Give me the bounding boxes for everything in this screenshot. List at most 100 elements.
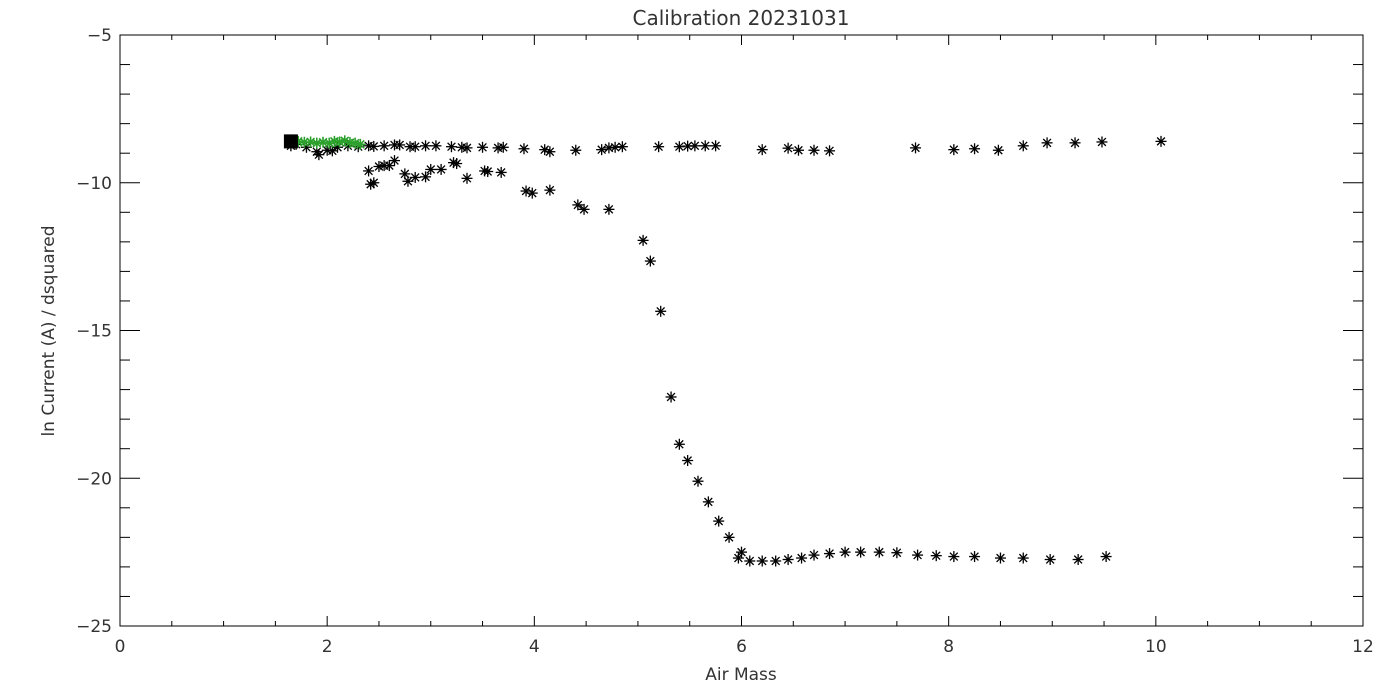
data-point (1041, 137, 1053, 149)
data-point (713, 515, 725, 527)
data-point (930, 550, 942, 562)
data-point (1096, 136, 1108, 148)
data-point (969, 143, 981, 155)
data-point (948, 551, 960, 563)
data-point (824, 548, 836, 560)
data-point (723, 531, 735, 543)
data-point (992, 144, 1004, 156)
data-point (891, 547, 903, 559)
data-point (394, 139, 406, 151)
data-point (655, 305, 667, 317)
data-point (644, 255, 656, 267)
data-point (445, 141, 457, 153)
data-point (578, 203, 590, 215)
data-point (409, 141, 421, 153)
data-point (910, 142, 922, 154)
data-point (994, 552, 1006, 564)
data-point (596, 144, 608, 156)
data-point (451, 158, 463, 170)
data-point (1044, 554, 1056, 566)
x-tick-label: 2 (322, 637, 333, 657)
data-point (1017, 140, 1029, 152)
data-point (409, 171, 421, 183)
data-point (420, 140, 432, 152)
data-point (689, 140, 701, 152)
data-point (653, 141, 665, 153)
data-point (420, 171, 432, 183)
data-point (313, 149, 325, 161)
data-point (363, 165, 375, 177)
data-point (430, 140, 442, 152)
data-point (756, 144, 768, 156)
data-point (692, 475, 704, 487)
green-data-point (334, 136, 346, 148)
data-point (1017, 552, 1029, 564)
data-point (770, 555, 782, 567)
x-tick-label: 6 (736, 637, 747, 657)
x-tick-label: 10 (1145, 637, 1167, 657)
data-point (682, 455, 694, 467)
green-data-point (354, 138, 366, 150)
data-point (1069, 137, 1081, 149)
x-tick-label: 0 (115, 637, 126, 657)
data-point (378, 140, 390, 152)
data-point (792, 144, 804, 156)
x-tick-label: 8 (943, 637, 954, 657)
data-point (873, 546, 885, 558)
data-point (948, 144, 960, 156)
data-point (461, 172, 473, 184)
data-point (572, 199, 584, 211)
data-point (732, 552, 744, 564)
data-point (839, 546, 851, 558)
data-point (435, 163, 447, 175)
y-tick-label: −5 (87, 26, 112, 46)
x-axis-label: Air Mass (705, 665, 777, 685)
data-point (808, 144, 820, 156)
data-point (603, 203, 615, 215)
data-point (969, 551, 981, 563)
data-point (756, 555, 768, 567)
data-point (518, 143, 530, 155)
chart-title: Calibration 20231031 (633, 6, 850, 30)
data-points (283, 134, 1167, 567)
data-point (808, 549, 820, 561)
data-point (368, 177, 380, 189)
axis-tick-labels: 0 2 4 6 8 10 12 −25 −20 −15 −10 −5 (76, 26, 1374, 657)
data-point (855, 546, 867, 558)
green-data-point (305, 136, 317, 148)
x-tick-label: 12 (1352, 637, 1374, 657)
data-point (544, 184, 556, 196)
y-tick-label: −25 (76, 617, 112, 637)
y-axis-label: ln Current (A) / dsquared (39, 225, 59, 436)
axis-ticks (119, 34, 1364, 627)
data-point (402, 175, 414, 187)
data-point (710, 140, 722, 152)
data-point (665, 391, 677, 403)
data-point (1100, 551, 1112, 563)
data-point (461, 142, 473, 154)
y-tick-label: −15 (76, 322, 112, 342)
data-point (736, 546, 747, 558)
data-point (1072, 554, 1084, 566)
data-point (796, 552, 808, 564)
plot-frame (119, 34, 1364, 627)
data-point (702, 496, 714, 508)
data-point (699, 140, 711, 152)
data-point (495, 166, 507, 178)
x-tick-label: 4 (529, 637, 540, 657)
data-point (425, 163, 437, 175)
data-point (616, 141, 628, 153)
y-tick-label: −20 (76, 469, 112, 489)
data-point (497, 141, 509, 153)
data-point (477, 141, 489, 153)
data-point (388, 155, 400, 167)
data-point (637, 234, 649, 246)
data-point (1155, 135, 1167, 147)
data-point (782, 142, 794, 154)
data-point (570, 144, 582, 156)
data-point (368, 140, 380, 152)
y-tick-label: −10 (76, 174, 112, 194)
data-point (482, 166, 494, 178)
data-point (782, 554, 794, 566)
